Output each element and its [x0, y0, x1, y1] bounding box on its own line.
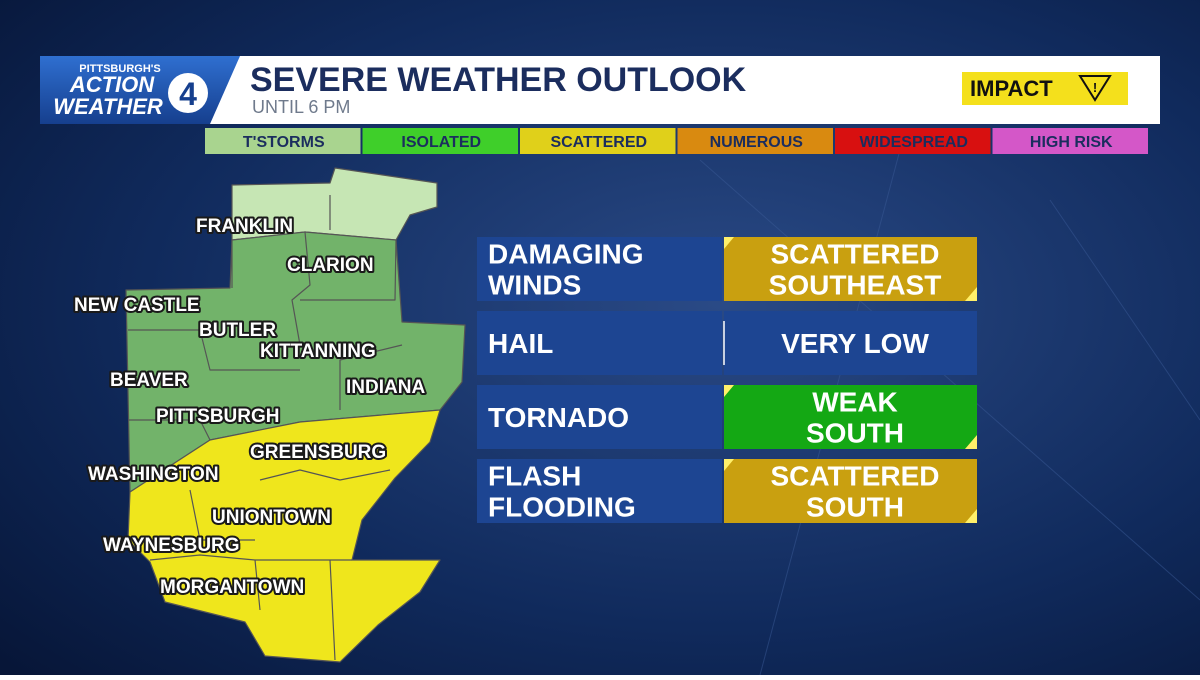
city-label: NEW CASTLE: [74, 295, 200, 316]
level-label: WEAK: [812, 387, 898, 418]
city-label: WAYNESBURG: [103, 535, 240, 556]
legend-label: SCATTERED: [550, 134, 647, 151]
hazard-cell: [477, 237, 722, 301]
city-label: CLARION: [287, 255, 374, 276]
hazard-label: WINDS: [488, 270, 581, 301]
city-label: KITTANNING: [260, 341, 376, 362]
level-cell: [724, 237, 977, 301]
level-label: SCATTERED: [770, 239, 939, 270]
legend-label: ISOLATED: [401, 134, 481, 151]
hazard-label: FLOODING: [488, 492, 636, 523]
legend-swatch: [992, 128, 1148, 154]
title: SEVERE WEATHER OUTLOOK: [250, 61, 747, 99]
subtitle: UNTIL 6 PM: [252, 97, 350, 117]
level-label: SOUTH: [806, 492, 904, 523]
city-label: PITTSBURGH: [156, 406, 280, 427]
logo-number: 4: [179, 76, 197, 112]
hazard-cell: [477, 459, 722, 523]
level-label: VERY LOW: [781, 328, 929, 359]
warning-mark: !: [1093, 80, 1097, 95]
city-label: BEAVER: [110, 370, 188, 391]
hazard-cell: [477, 311, 722, 375]
hazard-label: HAIL: [488, 328, 553, 359]
legend: T'STORMS ISOLATED SCATTERED NUMEROUS WIDESPR…: [205, 128, 1148, 154]
level-cell: [724, 385, 977, 449]
logo-line: WEATHER: [53, 94, 163, 119]
level-label: SCATTERED: [770, 461, 939, 492]
impact-label: IMPACT: [970, 76, 1053, 101]
city-label: FRANKLIN: [196, 216, 293, 237]
city-label: UNIONTOWN: [212, 507, 331, 528]
logo-line: ACTION: [69, 72, 155, 97]
city-label: BUTLER: [199, 320, 276, 341]
legend-label: T'STORMS: [243, 134, 325, 151]
hazard-label: FLASH: [488, 461, 581, 492]
city-label: MORGANTOWN: [160, 577, 304, 598]
warning-icon: [1078, 75, 1112, 102]
legend-swatch: [520, 128, 676, 154]
city-label: INDIANA: [346, 377, 425, 398]
map: [125, 167, 466, 663]
county-borders: [128, 195, 403, 661]
level-label: SOUTHEAST: [769, 270, 942, 301]
legend-swatch: [205, 128, 361, 154]
legend-swatch: [835, 128, 991, 154]
level-label: SOUTH: [806, 418, 904, 449]
legend-swatch: [677, 128, 833, 154]
level-cell: [724, 459, 977, 523]
scattered-area: [127, 409, 441, 663]
legend-label: NUMEROUS: [710, 134, 804, 151]
legend-label: HIGH RISK: [1030, 134, 1113, 151]
logo-circle: [168, 73, 208, 113]
legend-swatch: [362, 128, 518, 154]
level-cell: [724, 311, 977, 375]
city-label: WASHINGTON: [88, 464, 219, 485]
hazard-label: TORNADO: [488, 402, 629, 433]
city-label: GREENSBURG: [250, 442, 386, 463]
legend-label: WIDESPREAD: [860, 134, 968, 151]
hazard-label: DAMAGING: [488, 239, 644, 270]
hazard-cell: [477, 385, 722, 449]
logo-line: PITTSBURGH'S: [79, 63, 160, 75]
